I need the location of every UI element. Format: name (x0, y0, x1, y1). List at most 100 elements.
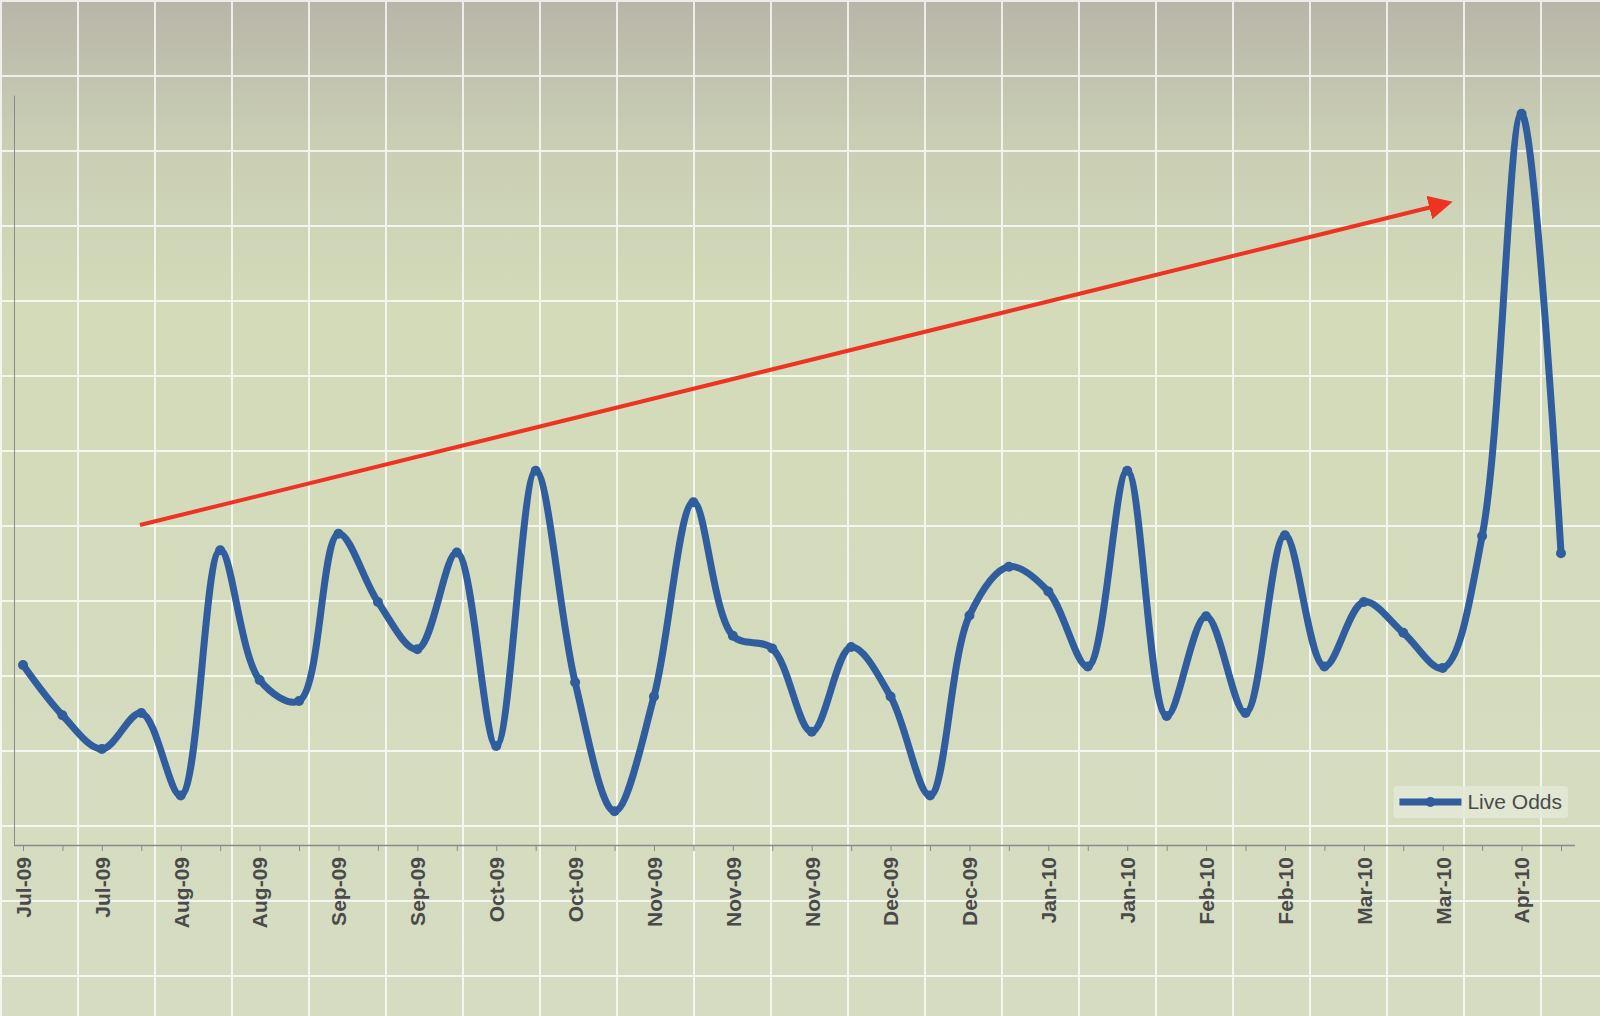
x-tick: Oct-09 (564, 845, 587, 922)
x-tick-mark (536, 845, 537, 851)
series-marker (1438, 663, 1448, 673)
series-marker (333, 529, 343, 539)
x-tick-label: Dec-09 (879, 857, 902, 926)
x-tick (1167, 845, 1168, 851)
series-marker (215, 545, 225, 555)
x-tick-mark (654, 845, 655, 851)
x-tick-mark (1246, 845, 1247, 851)
x-tick (930, 845, 931, 851)
x-tick-mark (496, 845, 497, 851)
x-tick: Mar-10 (1353, 845, 1376, 925)
x-tick-label: Oct-09 (485, 857, 508, 922)
x-tick (1561, 845, 1562, 851)
series-marker (531, 466, 541, 476)
x-tick-mark (969, 845, 970, 851)
series-marker (688, 497, 698, 507)
x-tick (1088, 845, 1089, 851)
x-tick-label: Nov-09 (801, 857, 824, 927)
x-tick-label: Mar-10 (1432, 857, 1455, 925)
series-marker (728, 631, 738, 641)
x-tick-label: Nov-09 (722, 857, 745, 927)
x-tick-mark (1009, 845, 1010, 851)
series-marker (846, 642, 856, 652)
series-marker (1083, 662, 1093, 672)
x-tick-label: Aug-09 (170, 857, 193, 928)
x-tick: Aug-09 (248, 845, 271, 928)
x-tick-label: Dec-09 (958, 857, 981, 926)
x-tick-mark (378, 845, 379, 851)
series-marker (964, 611, 974, 621)
legend-label: Live Odds (1467, 790, 1562, 813)
x-tick-label: Aug-09 (248, 857, 271, 928)
x-axis: Jul-09Jul-09Aug-09Aug-09Sep-09Sep-09Oct-… (12, 845, 1575, 928)
series-marker (491, 741, 501, 751)
x-tick (1403, 845, 1404, 851)
x-tick-label: Feb-10 (1195, 857, 1218, 925)
x-tick: Jul-09 (91, 845, 114, 918)
legend-background (1393, 786, 1568, 818)
x-tick-mark (181, 845, 182, 851)
x-tick-mark (1167, 845, 1168, 851)
x-tick-mark (1364, 845, 1365, 851)
x-tick-mark (615, 845, 616, 851)
trend-arrow (140, 203, 1448, 525)
x-tick (141, 845, 142, 851)
series-marker (57, 710, 67, 720)
x-tick-mark (1522, 845, 1523, 851)
x-tick-mark (1324, 845, 1325, 851)
series-marker (1319, 662, 1329, 672)
x-tick-label: Jan-10 (1037, 857, 1060, 924)
x-tick-mark (575, 845, 576, 851)
x-tick: Aug-09 (170, 845, 193, 928)
x-tick-mark (23, 845, 24, 851)
x-tick: Apr-10 (1510, 845, 1533, 924)
x-tick-label: Jul-09 (12, 857, 35, 918)
x-tick (299, 845, 300, 851)
x-tick-mark (260, 845, 261, 851)
x-tick-mark (772, 845, 773, 851)
x-tick (220, 845, 221, 851)
x-tick-label: Jan-10 (1116, 857, 1139, 924)
x-tick (378, 845, 379, 851)
x-tick-label: Apr-10 (1510, 857, 1533, 924)
series-marker (452, 548, 462, 558)
x-tick (536, 845, 537, 851)
series-marker (807, 727, 817, 737)
series-marker (1517, 109, 1527, 119)
x-tick-mark (733, 845, 734, 851)
y-axis-line (14, 96, 15, 846)
series-marker (1043, 587, 1053, 597)
x-tick: Jan-10 (1037, 845, 1060, 924)
legend: Live Odds (1393, 786, 1568, 818)
plot-area (18, 109, 1566, 817)
x-tick (1482, 845, 1483, 851)
x-tick-mark (338, 845, 339, 851)
x-tick (457, 845, 458, 851)
x-tick: Jan-10 (1116, 845, 1139, 924)
x-tick-mark (1561, 845, 1562, 851)
x-tick-label: Sep-09 (406, 857, 429, 926)
series-marker (373, 597, 383, 607)
series-marker (412, 644, 422, 654)
x-tick: Oct-09 (485, 845, 508, 922)
series-marker (1398, 628, 1408, 638)
x-tick (772, 845, 773, 851)
legend-marker (1425, 797, 1435, 807)
series-marker (97, 744, 107, 754)
series-marker (294, 696, 304, 706)
x-tick: Nov-09 (801, 845, 824, 927)
x-tick: Feb-10 (1195, 845, 1218, 925)
x-tick (1324, 845, 1325, 851)
x-tick-mark (812, 845, 813, 851)
x-tick: Feb-10 (1274, 845, 1297, 925)
x-tick-label: Nov-09 (643, 857, 666, 927)
series-marker (18, 660, 28, 670)
x-tick-mark (930, 845, 931, 851)
x-tick-mark (457, 845, 458, 851)
series-marker (1122, 466, 1132, 476)
series-marker (610, 806, 620, 816)
series-line (23, 114, 1561, 812)
x-tick (615, 845, 616, 851)
series-marker (1162, 711, 1172, 721)
series-marker (1280, 530, 1290, 540)
